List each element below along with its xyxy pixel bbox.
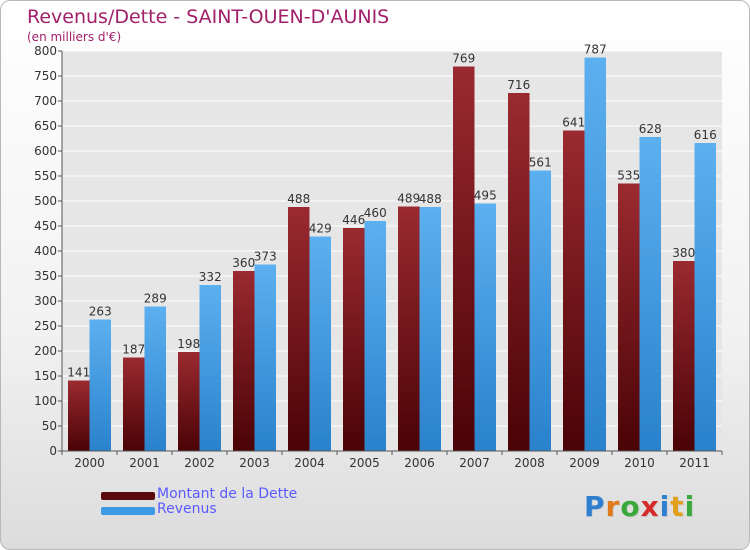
bar-value-label: 495 xyxy=(474,189,497,203)
bar-revenus xyxy=(529,170,551,451)
bar-value-label: 460 xyxy=(364,206,387,220)
bar-value-label: 628 xyxy=(639,122,662,136)
bar-value-label: 429 xyxy=(309,222,332,236)
y-tick-label: 700 xyxy=(34,94,57,108)
x-tick-label: 2000 xyxy=(74,456,105,470)
bar-revenus xyxy=(144,306,166,451)
bar-dette xyxy=(123,357,145,451)
x-tick-label: 2009 xyxy=(569,456,600,470)
y-tick-label: 300 xyxy=(34,294,57,308)
chart-subtitle: (en milliers d'€) xyxy=(27,30,122,44)
bar-dette xyxy=(673,261,695,451)
bar-value-label: 187 xyxy=(122,343,145,357)
y-tick-label: 550 xyxy=(34,169,57,183)
bar-value-label: 535 xyxy=(617,169,640,183)
y-tick-label: 250 xyxy=(34,319,57,333)
bar-revenus xyxy=(199,285,221,451)
bar-value-label: 641 xyxy=(562,116,585,130)
bar-value-label: 373 xyxy=(254,250,277,264)
y-tick-label: 800 xyxy=(34,44,57,58)
logo-letter: x xyxy=(640,490,660,523)
bar-dette xyxy=(508,93,530,451)
x-tick-label: 2007 xyxy=(459,456,490,470)
bar-value-label: 769 xyxy=(452,52,475,66)
bar-dette xyxy=(453,66,475,451)
legend-swatch-revenus xyxy=(101,507,155,515)
logo-letter: i xyxy=(684,490,696,523)
bar-dette xyxy=(68,380,90,451)
legend-label-dette: Montant de la Dette xyxy=(157,486,298,502)
bar-value-label: 488 xyxy=(287,192,310,206)
bar-value-label: 446 xyxy=(342,213,365,227)
bar-dette xyxy=(563,130,585,451)
x-axis-ticks: 2000 2001 2002 2003 2004 2005 2006 2007 2008 2009… xyxy=(61,451,723,470)
bar-value-label: 141 xyxy=(67,366,90,380)
x-tick-label: 2005 xyxy=(349,456,380,470)
y-axis-ticks: 0 50 100 150 200 250 300 350 400 450 500 550 600 650 7… xyxy=(34,44,62,458)
x-tick-label: 2001 xyxy=(129,456,160,470)
bar-revenus xyxy=(89,319,111,451)
bar-value-label: 360 xyxy=(232,256,255,270)
y-tick-label: 100 xyxy=(34,394,57,408)
bar-dette xyxy=(343,228,365,451)
y-tick-label: 750 xyxy=(34,69,57,83)
bars: 1412631872891983323603734884294464604894… xyxy=(67,43,717,451)
y-tick-label: 50 xyxy=(42,419,57,433)
y-tick-label: 650 xyxy=(34,119,57,133)
bar-value-label: 263 xyxy=(89,305,112,319)
bar-value-label: 716 xyxy=(507,78,530,92)
legend-swatch-dette xyxy=(101,492,155,500)
bar-revenus xyxy=(639,137,661,451)
bar-revenus xyxy=(584,57,606,451)
bar-value-label: 380 xyxy=(672,246,695,260)
y-tick-label: 450 xyxy=(34,219,57,233)
y-tick-label: 200 xyxy=(34,344,57,358)
proxiti-logo: Proxiti xyxy=(584,490,695,523)
logo-letter: o xyxy=(620,490,641,523)
logo-letter: P xyxy=(584,490,606,523)
logo-letter: i xyxy=(659,490,671,523)
bar-value-label: 489 xyxy=(397,192,420,206)
bar-revenus xyxy=(419,207,441,451)
bar-revenus xyxy=(364,221,386,451)
bar-revenus xyxy=(694,143,716,451)
x-tick-label: 2010 xyxy=(624,456,655,470)
x-tick-label: 2006 xyxy=(404,456,435,470)
bar-value-label: 561 xyxy=(529,156,552,170)
y-tick-label: 400 xyxy=(34,244,57,258)
x-tick-label: 2004 xyxy=(294,456,325,470)
bar-dette xyxy=(178,352,200,451)
logo-letter: t xyxy=(670,490,685,523)
x-tick-label: 2008 xyxy=(514,456,545,470)
bar-dette xyxy=(288,207,310,451)
bar-value-label: 198 xyxy=(177,337,200,351)
legend-label-revenus: Revenus xyxy=(157,501,217,517)
x-tick-label: 2003 xyxy=(239,456,270,470)
bar-value-label: 488 xyxy=(419,192,442,206)
bar-revenus xyxy=(254,264,276,451)
y-tick-label: 500 xyxy=(34,194,57,208)
bar-value-label: 332 xyxy=(199,270,222,284)
bar-dette xyxy=(233,271,255,451)
bar-dette xyxy=(398,206,420,451)
bar-revenus xyxy=(474,203,496,451)
grid-lines xyxy=(62,50,722,427)
y-tick-label: 150 xyxy=(34,369,57,383)
y-tick-label: 350 xyxy=(34,269,57,283)
y-tick-label: 600 xyxy=(34,144,57,158)
logo-letter: r xyxy=(605,490,621,523)
chart-title: Revenus/Dette - SAINT-OUEN-D'AUNIS xyxy=(27,6,390,28)
bar-dette xyxy=(618,183,640,451)
bar-revenus xyxy=(309,236,331,451)
y-tick-label: 0 xyxy=(49,444,57,458)
bar-value-label: 616 xyxy=(694,128,717,142)
bar-value-label: 289 xyxy=(144,292,167,306)
bar-value-label: 787 xyxy=(584,43,607,57)
x-tick-label: 2002 xyxy=(184,456,215,470)
x-tick-label: 2011 xyxy=(679,456,710,470)
